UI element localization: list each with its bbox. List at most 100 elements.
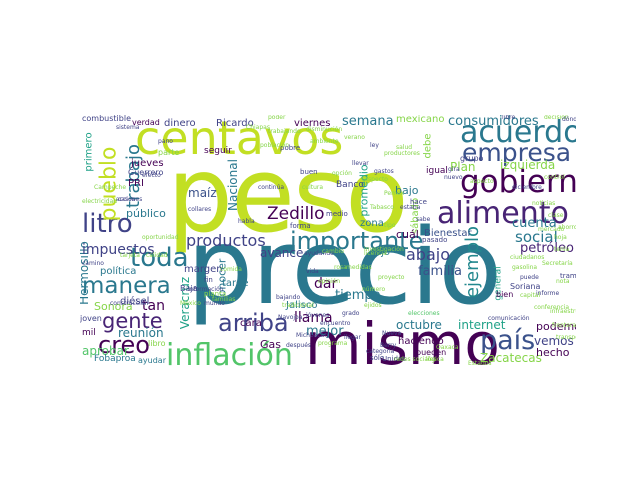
word-zedillo: Zedillo xyxy=(267,204,325,224)
word-oportunidad: oportunidad xyxy=(142,234,179,241)
word-collares: collares xyxy=(188,206,212,213)
word-nuevo: nuevo xyxy=(444,174,463,181)
word-hecho: hecho xyxy=(536,346,570,359)
word-opcion: opción xyxy=(332,170,352,177)
word-ayudar: ayudar xyxy=(138,356,166,365)
word-elecciones: elecciones xyxy=(408,310,440,317)
word-manera: manera xyxy=(82,273,171,299)
word-gira: gira xyxy=(448,166,460,173)
word-conferencia: conferencia xyxy=(534,304,570,311)
word-octubre: octubre xyxy=(396,318,442,332)
word-vemos: vemos xyxy=(534,334,574,348)
word-poder: poder xyxy=(268,115,286,121)
word-llevar: llevar xyxy=(352,160,369,167)
word-logica: lógica xyxy=(426,356,444,363)
word-dijo: dijo xyxy=(372,247,391,258)
word-ricardo: Ricardo xyxy=(216,118,254,129)
word-tarjeta: tarjeta xyxy=(120,252,140,259)
word-llama: llama xyxy=(294,310,333,326)
word-mejor: mejor xyxy=(306,324,344,339)
word-medidas: medidas xyxy=(346,264,372,271)
word-casos: casos xyxy=(118,196,135,203)
word-libro: libro xyxy=(148,339,166,348)
word-avance: avance xyxy=(260,246,304,260)
word-precio: precio xyxy=(187,206,502,328)
word-fin: fin xyxy=(204,276,213,284)
word-promedio: promedio xyxy=(357,164,371,217)
word-solo: sólo xyxy=(370,354,385,362)
word-jalisco: Jalisco xyxy=(286,300,318,311)
word-clase: clase xyxy=(548,212,564,219)
word-ciudadanos: ciudadanos xyxy=(510,254,545,261)
word-continua: continúa xyxy=(258,184,285,191)
word-control: control xyxy=(544,174,565,181)
word-sabe: sabe xyxy=(416,216,431,223)
word-cara: cara xyxy=(240,318,262,329)
word-tiempo: tiempo xyxy=(335,288,381,303)
word-comunicacion: comunicación xyxy=(488,315,530,322)
word-productos: productos xyxy=(186,231,266,250)
word-petroleo: petróleo xyxy=(520,241,574,256)
word-frontera: frontera xyxy=(552,322,576,329)
word-viernes: viernes xyxy=(294,118,331,129)
word-acciones: acciones xyxy=(116,196,143,203)
word-navojoa: Navojoa xyxy=(278,314,303,321)
word-nueva: Nueva xyxy=(382,330,402,337)
word-redes-sociales: redes sociales xyxy=(394,356,437,363)
word-categoria: categoría xyxy=(366,348,395,355)
word-familias: familias xyxy=(212,296,236,303)
word-camino: camino xyxy=(82,260,104,267)
word-proyecto: proyecto xyxy=(378,274,405,281)
word-disminucion: disminución xyxy=(306,126,343,133)
word-bienestar: Bienestar xyxy=(424,228,472,239)
word-zona: zona xyxy=(360,218,384,229)
word-infraestructura: infraestructura xyxy=(550,308,576,315)
word-electricidad: electricidad xyxy=(82,198,118,205)
word-cultura: cultura xyxy=(302,184,324,191)
word-estados: Estados xyxy=(468,360,492,367)
word-bien: bien xyxy=(496,290,514,299)
word-encuentro: encuentro xyxy=(320,320,351,327)
word-noticias: noticias xyxy=(532,200,556,207)
word-tradicional: tradicional xyxy=(282,302,314,309)
word-buen: buen xyxy=(300,168,318,176)
word-nota: nota xyxy=(556,278,570,285)
word-transporte: transporte xyxy=(556,334,576,341)
word-tramo: tramo xyxy=(560,272,576,280)
word-berry: Berry xyxy=(380,342,397,349)
word-llegar: llegar xyxy=(344,334,361,341)
word-informe: informe xyxy=(536,290,560,297)
word-puede: puede xyxy=(520,274,539,281)
word-michoacan: Michoacán xyxy=(296,332,329,339)
word-litro: litro xyxy=(82,209,133,239)
word-pano: pano xyxy=(158,138,173,145)
word-peso: peso xyxy=(167,134,409,256)
word-respecto: respecto xyxy=(362,176,388,183)
word-guerrero: Guerrero xyxy=(128,168,164,177)
word-pais: país xyxy=(480,325,536,356)
word-tan: tan xyxy=(142,298,165,314)
word-cual: cuál xyxy=(396,228,419,241)
word-verano: verano xyxy=(344,134,365,141)
word-dinero: dinero xyxy=(164,118,196,129)
word-secretaria: Secretaría xyxy=(542,260,573,267)
word-mil: mil xyxy=(82,328,96,338)
word-mismo: mismo xyxy=(305,310,500,368)
word-gas: Gas xyxy=(260,338,281,351)
word-jovenes: jóvenes xyxy=(306,312,330,319)
word-gobierno: gobierno xyxy=(460,164,576,200)
word-tabasco: Tabasco xyxy=(370,204,394,211)
word-cambio: cambio xyxy=(322,248,344,255)
word-oaxaca: Oaxaca xyxy=(436,344,459,351)
word-medio: medio xyxy=(326,210,348,218)
word-creo: creo xyxy=(98,331,150,359)
word-bajo: bajo xyxy=(395,184,419,197)
word-semana: semana xyxy=(342,115,394,129)
word-efecto: efecto xyxy=(142,172,161,179)
word-pasado: pasado xyxy=(422,236,448,244)
word-decision: decisión xyxy=(544,115,569,121)
word-mercado: mercado xyxy=(538,226,565,233)
word-ambiente: ambiente xyxy=(310,138,339,145)
word-pri: PRI xyxy=(128,178,144,189)
word-estaba: estaba xyxy=(400,204,421,211)
